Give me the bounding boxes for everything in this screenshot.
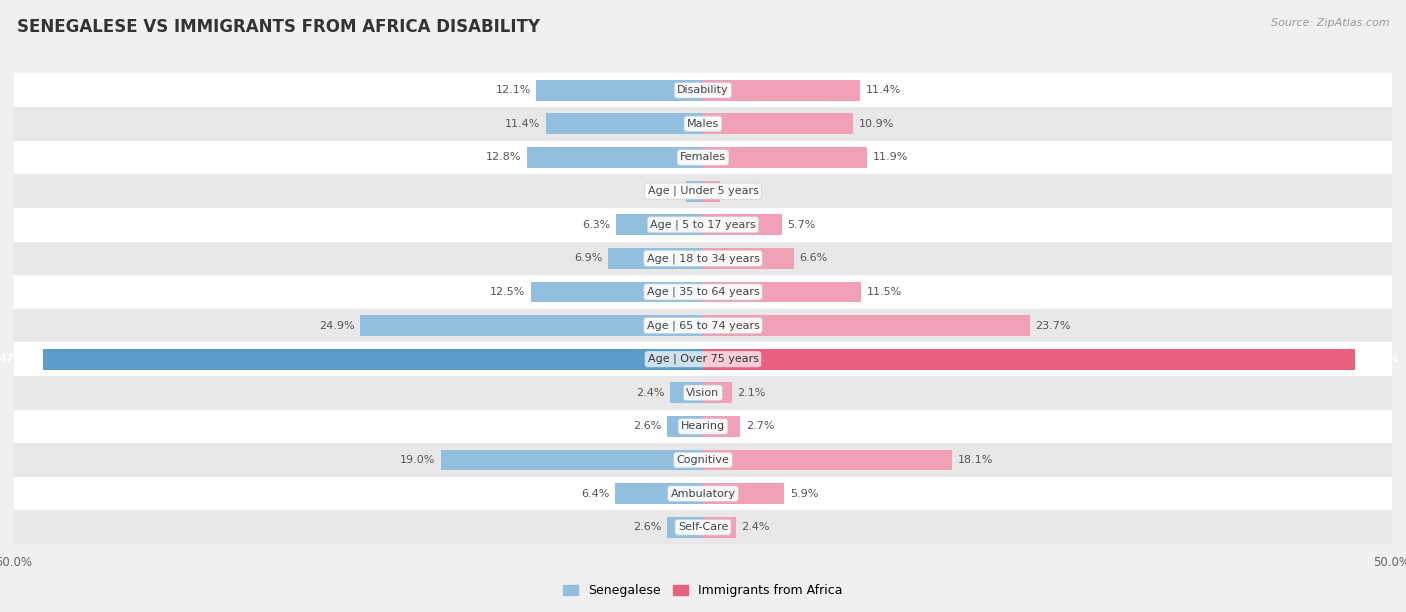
Bar: [607, 248, 703, 269]
Text: 6.6%: 6.6%: [800, 253, 828, 263]
Bar: [44, 349, 703, 370]
FancyBboxPatch shape: [0, 342, 1406, 376]
Bar: [360, 315, 703, 336]
FancyBboxPatch shape: [0, 275, 1406, 309]
Text: 6.4%: 6.4%: [581, 488, 609, 499]
FancyBboxPatch shape: [0, 309, 1406, 342]
Text: 47.9%: 47.9%: [0, 354, 38, 364]
Text: 11.9%: 11.9%: [873, 152, 908, 162]
FancyBboxPatch shape: [0, 107, 1406, 141]
Text: Source: ZipAtlas.com: Source: ZipAtlas.com: [1271, 18, 1389, 28]
Legend: Senegalese, Immigrants from Africa: Senegalese, Immigrants from Africa: [564, 584, 842, 597]
Text: 11.5%: 11.5%: [868, 287, 903, 297]
Text: 1.2%: 1.2%: [652, 186, 681, 196]
FancyBboxPatch shape: [0, 409, 1406, 443]
Text: SENEGALESE VS IMMIGRANTS FROM AFRICA DISABILITY: SENEGALESE VS IMMIGRANTS FROM AFRICA DIS…: [17, 18, 540, 36]
Text: 2.6%: 2.6%: [633, 422, 662, 431]
Text: 2.6%: 2.6%: [633, 522, 662, 532]
Text: Age | 35 to 64 years: Age | 35 to 64 years: [647, 286, 759, 297]
Text: 5.7%: 5.7%: [787, 220, 815, 230]
Text: Hearing: Hearing: [681, 422, 725, 431]
Text: Females: Females: [681, 152, 725, 162]
Bar: [616, 214, 703, 235]
Text: Age | 5 to 17 years: Age | 5 to 17 years: [650, 220, 756, 230]
FancyBboxPatch shape: [0, 242, 1406, 275]
Text: Age | Under 5 years: Age | Under 5 years: [648, 186, 758, 196]
Bar: [703, 282, 862, 302]
Text: Ambulatory: Ambulatory: [671, 488, 735, 499]
Text: Cognitive: Cognitive: [676, 455, 730, 465]
Text: 1.2%: 1.2%: [725, 186, 754, 196]
Bar: [614, 483, 703, 504]
Bar: [441, 450, 703, 471]
Bar: [703, 450, 952, 471]
Text: 2.4%: 2.4%: [741, 522, 770, 532]
Bar: [703, 248, 794, 269]
Text: Age | 65 to 74 years: Age | 65 to 74 years: [647, 320, 759, 331]
Bar: [703, 517, 737, 538]
Bar: [531, 282, 703, 302]
Text: 24.9%: 24.9%: [319, 321, 354, 330]
Text: 12.5%: 12.5%: [489, 287, 526, 297]
Bar: [668, 416, 703, 437]
Text: 12.8%: 12.8%: [485, 152, 522, 162]
Text: Age | 18 to 34 years: Age | 18 to 34 years: [647, 253, 759, 264]
FancyBboxPatch shape: [0, 208, 1406, 242]
Bar: [703, 147, 868, 168]
Bar: [668, 517, 703, 538]
Bar: [703, 349, 1355, 370]
Text: Vision: Vision: [686, 388, 720, 398]
FancyBboxPatch shape: [0, 510, 1406, 544]
Bar: [703, 315, 1029, 336]
Text: Age | Over 75 years: Age | Over 75 years: [648, 354, 758, 364]
Text: Self-Care: Self-Care: [678, 522, 728, 532]
Bar: [703, 80, 860, 100]
Bar: [686, 181, 703, 201]
Text: 6.3%: 6.3%: [582, 220, 610, 230]
Text: 47.3%: 47.3%: [1360, 354, 1399, 364]
Text: 2.1%: 2.1%: [738, 388, 766, 398]
Bar: [703, 181, 720, 201]
Bar: [527, 147, 703, 168]
FancyBboxPatch shape: [0, 73, 1406, 107]
Text: 12.1%: 12.1%: [495, 85, 531, 95]
Text: 10.9%: 10.9%: [859, 119, 894, 129]
Text: 19.0%: 19.0%: [401, 455, 436, 465]
Text: Disability: Disability: [678, 85, 728, 95]
Bar: [546, 113, 703, 134]
FancyBboxPatch shape: [0, 376, 1406, 409]
Bar: [703, 382, 733, 403]
FancyBboxPatch shape: [0, 174, 1406, 208]
Bar: [703, 113, 853, 134]
FancyBboxPatch shape: [0, 141, 1406, 174]
Bar: [703, 214, 782, 235]
FancyBboxPatch shape: [0, 477, 1406, 510]
Text: 6.9%: 6.9%: [574, 253, 602, 263]
Bar: [536, 80, 703, 100]
Text: 11.4%: 11.4%: [505, 119, 540, 129]
Text: 2.4%: 2.4%: [636, 388, 665, 398]
FancyBboxPatch shape: [0, 443, 1406, 477]
Bar: [703, 483, 785, 504]
Text: 11.4%: 11.4%: [866, 85, 901, 95]
Bar: [703, 416, 740, 437]
Bar: [669, 382, 703, 403]
Text: Males: Males: [688, 119, 718, 129]
Text: 2.7%: 2.7%: [745, 422, 775, 431]
Text: 23.7%: 23.7%: [1035, 321, 1070, 330]
Text: 18.1%: 18.1%: [957, 455, 993, 465]
Text: 5.9%: 5.9%: [790, 488, 818, 499]
